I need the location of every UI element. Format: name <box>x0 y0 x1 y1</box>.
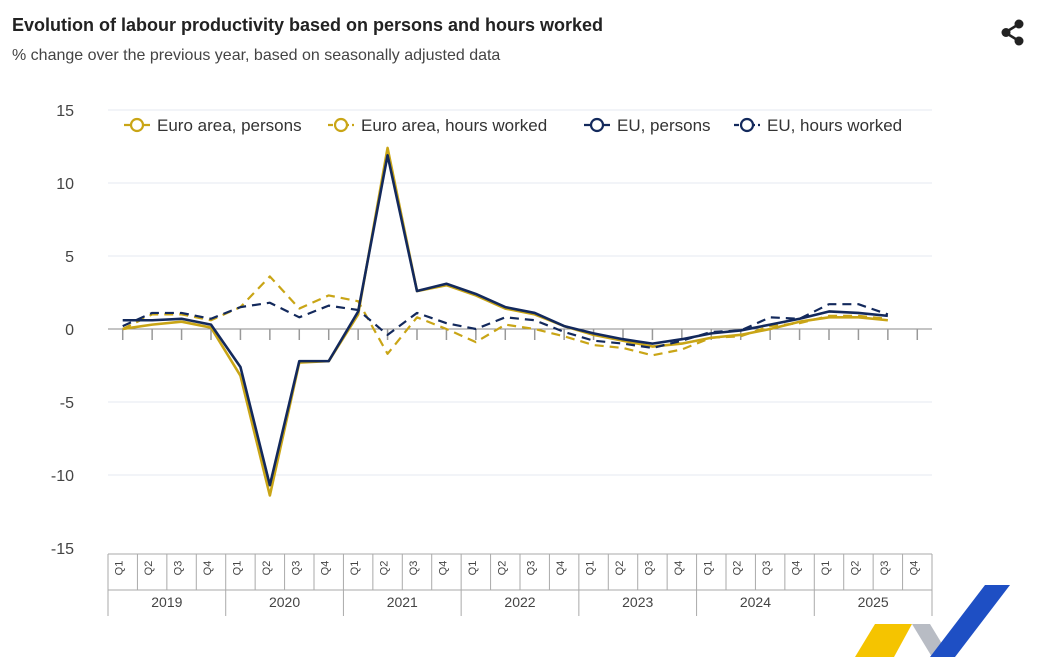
x-tick-quarter: Q2 <box>496 561 508 576</box>
series-euro-area-persons <box>122 146 888 497</box>
y-tick-label: 0 <box>65 322 74 339</box>
legend-marker-icon <box>739 117 755 133</box>
x-tick-quarter: Q4 <box>320 561 332 576</box>
x-tick-year: 2022 <box>504 594 535 610</box>
x-tick-quarter: Q2 <box>732 561 744 576</box>
legend-label: Euro area, persons <box>157 116 302 135</box>
x-tick-quarter: Q4 <box>437 561 449 576</box>
x-tick-quarter: Q4 <box>908 561 920 576</box>
x-tick-quarter: Q1 <box>231 561 243 576</box>
x-tick-year: 2020 <box>269 594 300 610</box>
x-tick-quarter: Q4 <box>202 561 214 576</box>
x-tick-quarter: Q3 <box>643 561 655 576</box>
x-tick-quarter: Q2 <box>379 561 391 576</box>
y-tick-label: 15 <box>56 103 74 120</box>
x-tick-quarter: Q2 <box>849 561 861 576</box>
x-tick-quarter: Q1 <box>820 561 832 576</box>
x-tick-year: 2024 <box>740 594 771 610</box>
y-tick-label: 10 <box>56 176 74 193</box>
x-tick-quarter: Q3 <box>761 561 773 576</box>
legend-item[interactable]: Euro area, persons <box>124 116 302 135</box>
legend-marker-icon <box>333 117 349 133</box>
x-tick-quarter: Q3 <box>879 561 891 576</box>
y-tick-label: -10 <box>51 468 74 485</box>
brand-logo <box>855 585 1010 657</box>
series-line <box>122 301 889 350</box>
x-tick-quarter: Q3 <box>173 561 185 576</box>
legend-marker-icon <box>589 117 605 133</box>
series-eu-persons <box>122 153 888 487</box>
x-tick-quarter: Q1 <box>349 561 361 576</box>
series-line <box>122 153 888 487</box>
x-tick-quarter: Q2 <box>261 561 273 576</box>
x-tick-quarter: Q1 <box>585 561 597 576</box>
legend-item[interactable]: EU, persons <box>584 116 711 135</box>
legend-marker-icon <box>129 117 145 133</box>
x-tick-quarter: Q4 <box>555 561 567 576</box>
x-tick-quarter: Q3 <box>526 561 538 576</box>
x-tick-quarter: Q1 <box>114 561 126 576</box>
x-tick-quarter: Q4 <box>673 561 685 576</box>
series-eu-hours-worked <box>122 301 889 350</box>
share-icon[interactable] <box>998 18 1028 48</box>
series-line <box>122 275 888 357</box>
legend-label: Euro area, hours worked <box>361 116 547 135</box>
x-tick-quarter: Q2 <box>143 561 155 576</box>
y-tick-label: -5 <box>60 395 74 412</box>
legend-label: EU, hours worked <box>767 116 902 135</box>
chart-title: Evolution of labour productivity based o… <box>12 15 604 35</box>
legend-item[interactable]: EU, hours worked <box>734 116 902 135</box>
x-tick-quarter: Q1 <box>467 561 479 576</box>
x-tick-quarter: Q1 <box>702 561 714 576</box>
y-tick-label: -15 <box>51 541 74 558</box>
x-tick-year: 2021 <box>387 594 418 610</box>
legend-label: EU, persons <box>617 116 711 135</box>
series-euro-area-hours-worked <box>122 275 888 357</box>
y-tick-label: 5 <box>65 249 74 266</box>
series-line <box>122 146 888 497</box>
x-tick-year: 2019 <box>151 594 182 610</box>
x-tick-year: 2023 <box>622 594 653 610</box>
legend-item[interactable]: Euro area, hours worked <box>328 116 547 135</box>
chart-subtitle: % change over the previous year, based o… <box>12 47 501 64</box>
x-tick-quarter: Q3 <box>408 561 420 576</box>
x-tick-quarter: Q4 <box>791 561 803 576</box>
x-tick-year: 2025 <box>858 594 889 610</box>
x-tick-quarter: Q3 <box>290 561 302 576</box>
x-tick-quarter: Q2 <box>614 561 626 576</box>
